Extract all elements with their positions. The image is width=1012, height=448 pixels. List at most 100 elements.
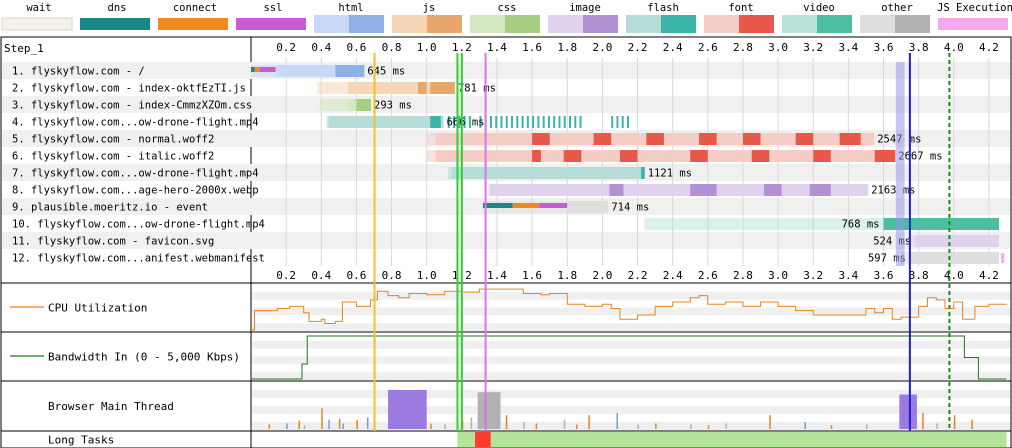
request-stripe [511, 116, 514, 128]
main-thread-spike [690, 424, 692, 429]
legend-swatch-css-light [470, 15, 505, 33]
request-chunk [417, 82, 427, 94]
request-time: 714 ms [611, 202, 649, 214]
long-task-block [457, 432, 476, 447]
main-thread-spike [725, 423, 727, 429]
axis-tick-label-top: 1.0 [417, 41, 437, 54]
request-stripe [579, 116, 582, 128]
request-stripe [626, 116, 629, 128]
main-thread-spike [971, 419, 973, 429]
axis-tick-label-top: 1.2 [452, 41, 472, 54]
request-time: 293 ms [374, 100, 412, 112]
axis-tick-label-bottom: 0.4 [311, 269, 331, 282]
axis-tick-label-top: 0.8 [382, 41, 402, 54]
main-thread-spike [588, 415, 590, 429]
main-thread-block [388, 389, 427, 429]
request-dns-bar [482, 203, 513, 208]
main-thread-spike [321, 408, 323, 429]
axis-tick-label-top: 3.0 [768, 41, 788, 54]
request-chunk [646, 133, 664, 145]
js-execution-mark [1001, 253, 1005, 263]
request-label: 10. flyskyflow.com...ow-drone-flight.mp4 [12, 219, 265, 231]
bandwidth-series-line [251, 335, 1007, 380]
request-time: 768 ms [842, 219, 880, 231]
main-thread-spike [505, 415, 508, 429]
request-time: 1121 ms [648, 168, 692, 180]
request-stripe [521, 116, 524, 128]
axis-tick-label-top: 3.8 [909, 41, 929, 54]
legend-swatch-js-execution [938, 18, 1008, 30]
legend-label: flash [647, 2, 679, 14]
request-chunk [742, 133, 761, 145]
legend-swatch-ssl [236, 18, 306, 30]
main-thread-spike [286, 423, 288, 429]
main-thread-spike [830, 425, 833, 429]
request-stripe [532, 116, 535, 128]
legend-swatch-html-dark [349, 15, 384, 33]
axis-tick-label-bottom: 4.0 [944, 269, 964, 282]
request-label: 3. flyskyflow.com - index-CmmzXZOm.css [12, 100, 252, 112]
legend-swatch-image-dark [583, 15, 618, 33]
request-ssl-bar [539, 203, 568, 208]
panel-band [252, 390, 1010, 398]
main-thread-spike [804, 422, 806, 429]
legend-swatch-dns [80, 18, 150, 30]
panel-band [252, 323, 1010, 331]
request-time: 781 ms [458, 83, 496, 95]
request-stripe [447, 116, 450, 128]
axis-tick-label-top: 4.0 [944, 41, 964, 54]
request-wait-bar [488, 184, 490, 196]
request-time: 524 ms [873, 236, 911, 248]
axis-tick-label-top: 2.6 [698, 41, 718, 54]
request-chunk [430, 116, 441, 128]
main-thread-spike [366, 417, 369, 429]
request-chunk [813, 150, 831, 162]
request-stripe [547, 116, 550, 128]
request-stripe [574, 116, 577, 128]
long_tasks-label: Long Tasks [48, 434, 114, 447]
request-wait-bar [909, 235, 916, 247]
legend-swatch-font-dark [739, 15, 774, 33]
axis-tick-label-bottom: 4.2 [979, 269, 999, 282]
request-label: 8. flyskyflow.com...age-hero-2000x.webp [12, 185, 259, 197]
render-band [895, 62, 905, 266]
request-label: 4. flyskyflow.com...ow-drone-flight.mp4 [12, 117, 259, 129]
request-label: 6. flyskyflow.com - italic.woff2 [12, 151, 214, 163]
request-stripe [563, 116, 566, 128]
legend-label: wait [26, 2, 51, 14]
main-thread-spike [563, 419, 566, 429]
axis-tick-label-top: 2.2 [628, 41, 648, 54]
request-stripe [516, 116, 519, 128]
request-stripe [616, 116, 619, 128]
request-label: 7. flyskyflow.com...ow-drone-flight.mp4 [12, 168, 259, 180]
axis-tick-label-bottom: 3.2 [803, 269, 823, 282]
request-time: 2667 ms [898, 151, 942, 163]
axis-tick-label-bottom: 1.0 [417, 269, 437, 282]
step-label: Step_1 [4, 42, 44, 55]
legend-label: css [498, 2, 517, 14]
request-download-bar [567, 201, 609, 213]
main-thread-spike [769, 415, 771, 429]
legend-label: font [728, 2, 753, 14]
axis-tick-label-top: 0.4 [311, 41, 331, 54]
legend-label: JS Execution [937, 2, 1012, 14]
legend-swatch-flash-dark [661, 15, 696, 33]
legend-label: connect [173, 2, 217, 14]
request-download-bar [909, 252, 999, 264]
request-chunk [883, 218, 999, 230]
cpu-label: CPU Utilization [48, 302, 147, 315]
main-thread-spike [356, 419, 358, 429]
main-thread-spike [865, 424, 868, 429]
axis-tick-label-bottom: 1.6 [522, 269, 542, 282]
main-thread-spike [328, 419, 330, 429]
request-chunk [795, 133, 814, 145]
request-chunk [593, 133, 612, 145]
axis-tick-label-top: 1.4 [487, 41, 507, 54]
main-thread-block [477, 392, 501, 429]
request-chunk [430, 82, 455, 94]
request-stripe [569, 116, 572, 128]
main_thread-label: Browser Main Thread [48, 400, 174, 413]
main-thread-spike [430, 423, 432, 429]
axis-tick-label-bottom: 2.4 [663, 269, 683, 282]
legend-label: html [338, 2, 363, 14]
